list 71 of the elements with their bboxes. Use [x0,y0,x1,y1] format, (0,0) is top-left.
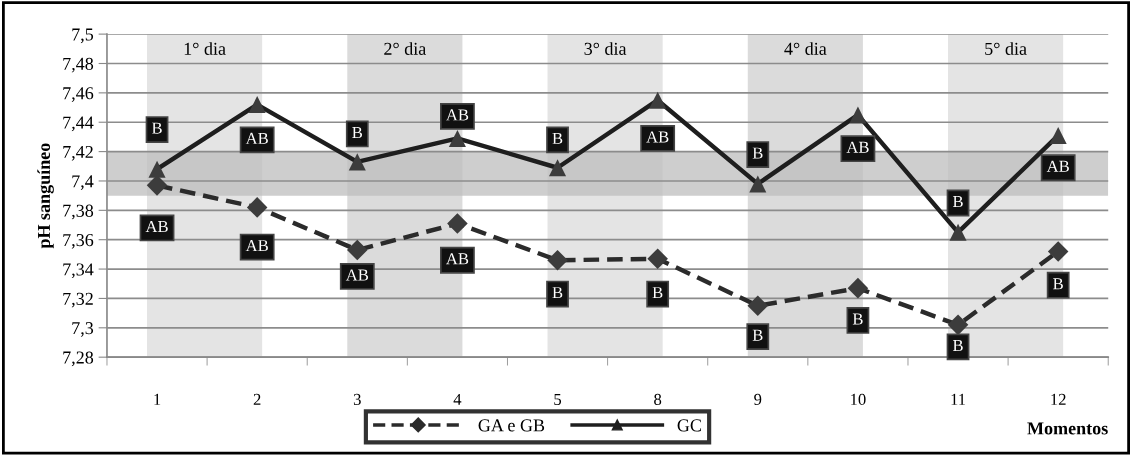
point [447,213,468,234]
x-tick-label: 11 [951,393,966,405]
y-tick-label: 7,32 [63,292,93,308]
annotation: B [952,196,963,208]
y-tick-label: 7,42 [63,145,93,161]
point [947,314,969,336]
point [1049,126,1067,144]
x-axis-title: Momentos [1027,422,1108,435]
band-label: 1° dia [184,42,226,55]
y-tick-label: 7,44 [63,116,94,132]
x-tick-label: 2 [253,393,261,405]
point [649,91,667,109]
y-tick-label: 7,28 [63,351,94,367]
y-tick-label: 7,3 [72,322,94,337]
y-axis-title: pH sanguíneo [37,143,54,249]
y-tick-label: 7,46 [63,87,94,102]
x-tick-label: 10 [851,393,866,406]
annotation: B [952,339,963,351]
annotation: AB [145,220,168,233]
point [348,153,366,171]
y-tick-label: 7,34 [63,263,94,279]
point [747,295,769,317]
annotation: B [752,329,763,341]
annotation: B [852,313,863,325]
annotation: B [652,287,663,299]
annotation: B [1053,278,1063,290]
annotation: AB [1046,160,1069,172]
x-tick-label: 8 [654,393,662,406]
annotation: AB [345,269,369,281]
annotation: AB [446,253,469,265]
point [346,239,368,261]
point [148,160,166,178]
annotation: AB [846,141,869,153]
x-tick-label: 4 [453,393,462,405]
annotation: B [552,287,563,299]
y-tick-label: 7,38 [63,204,94,220]
point [146,175,168,196]
y-tick-label: 7,5 [72,28,94,44]
point [246,197,268,218]
legend-label: GC [677,419,701,432]
annotation: AB [245,240,268,252]
annotation: B [752,147,763,159]
x-tick-label: 5 [554,393,562,406]
point [749,175,767,193]
annotation: AB [446,109,469,121]
point [547,249,568,271]
point [1047,241,1069,262]
band-label: 5° dia [985,42,1027,55]
y-tick-label: 7,36 [63,234,94,249]
point [549,159,567,177]
point [849,106,867,124]
x-tick-label: 1 [154,393,161,405]
x-tick-label: 12 [1051,393,1066,405]
annotation: AB [646,131,669,143]
y-tick-label: 7,4 [72,175,94,191]
band-label: 3° dia [584,42,627,55]
point [448,129,466,147]
x-tick-label: 3 [353,393,361,406]
annotation: B [151,122,162,134]
legend-label: GA e GB [478,419,545,432]
point [248,96,266,114]
point [647,248,668,270]
point [949,223,967,241]
annotation: B [552,132,563,144]
band-label: 4° dia [784,42,827,55]
point [847,277,869,299]
x-tick-label: 9 [754,393,762,406]
annotation: AB [245,132,268,144]
annotation: B [352,127,363,139]
band-label: 2° dia [384,42,427,55]
y-tick-label: 7,48 [63,57,94,73]
